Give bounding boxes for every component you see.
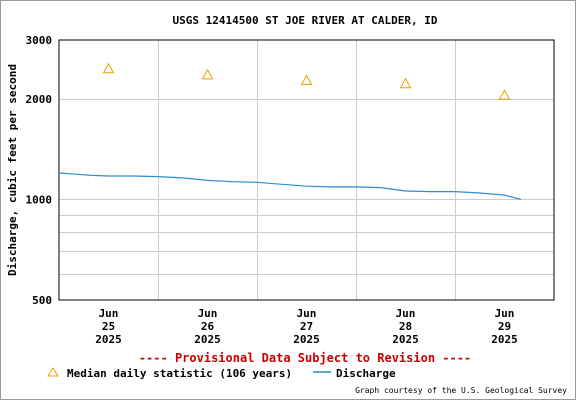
x-tick-label-2-line1: Jun <box>297 307 317 320</box>
x-tick-label-1-line2: 26 <box>201 320 215 333</box>
x-tick-label-3-line1: Jun <box>396 307 416 320</box>
x-tick-label-4-line3: 2025 <box>491 333 518 346</box>
provisional-note: ---- Provisional Data Subject to Revisio… <box>139 351 471 365</box>
credit-text: Graph courtesy of the U.S. Geological Su… <box>355 386 567 395</box>
discharge-line <box>58 172 522 200</box>
x-tick-label-4-line2: 29 <box>498 320 511 333</box>
legend-median-label: Median daily statistic (106 years) <box>67 367 292 380</box>
median-marker-2 <box>300 74 313 85</box>
y-axis-label: Discharge, cubic feet per second <box>6 64 19 276</box>
x-tick-label-3-line3: 2025 <box>392 333 419 346</box>
median-marker-0 <box>102 62 115 74</box>
chart-title: USGS 12414500 ST JOE RIVER AT CALDER, ID <box>173 14 438 27</box>
legend: Median daily statistic (106 years) Disch… <box>47 367 396 380</box>
median-marker-1 <box>201 68 214 80</box>
x-tick-label-1-line3: 2025 <box>194 333 221 346</box>
x-tick-label-2-line3: 2025 <box>293 333 320 346</box>
y-tick-label-3: 3000 <box>26 34 53 47</box>
x-axis-ticks: Jun252025Jun262025Jun272025Jun282025Jun2… <box>95 307 518 346</box>
legend-median-symbol <box>47 367 59 377</box>
x-tick-label-0-line2: 25 <box>102 320 115 333</box>
data-series <box>58 62 522 200</box>
legend-discharge-label: Discharge <box>336 367 396 380</box>
y-axis-ticks: 500 1000 2000 3000 <box>26 34 53 307</box>
plot-area-border <box>58 39 555 301</box>
x-tick-label-2-line2: 27 <box>300 320 313 333</box>
grid-lines <box>59 40 554 300</box>
y-tick-label-0: 500 <box>32 294 52 307</box>
median-marker-4 <box>498 89 511 100</box>
x-tick-label-1-line1: Jun <box>198 307 218 320</box>
y-tick-label-1: 1000 <box>26 193 53 206</box>
x-tick-label-0-line3: 2025 <box>95 333 122 346</box>
median-marker-3 <box>399 77 412 89</box>
x-tick-label-3-line2: 28 <box>399 320 412 333</box>
x-tick-label-4-line1: Jun <box>495 307 515 320</box>
y-tick-label-2: 2000 <box>26 93 53 106</box>
x-tick-label-0-line1: Jun <box>99 307 119 320</box>
